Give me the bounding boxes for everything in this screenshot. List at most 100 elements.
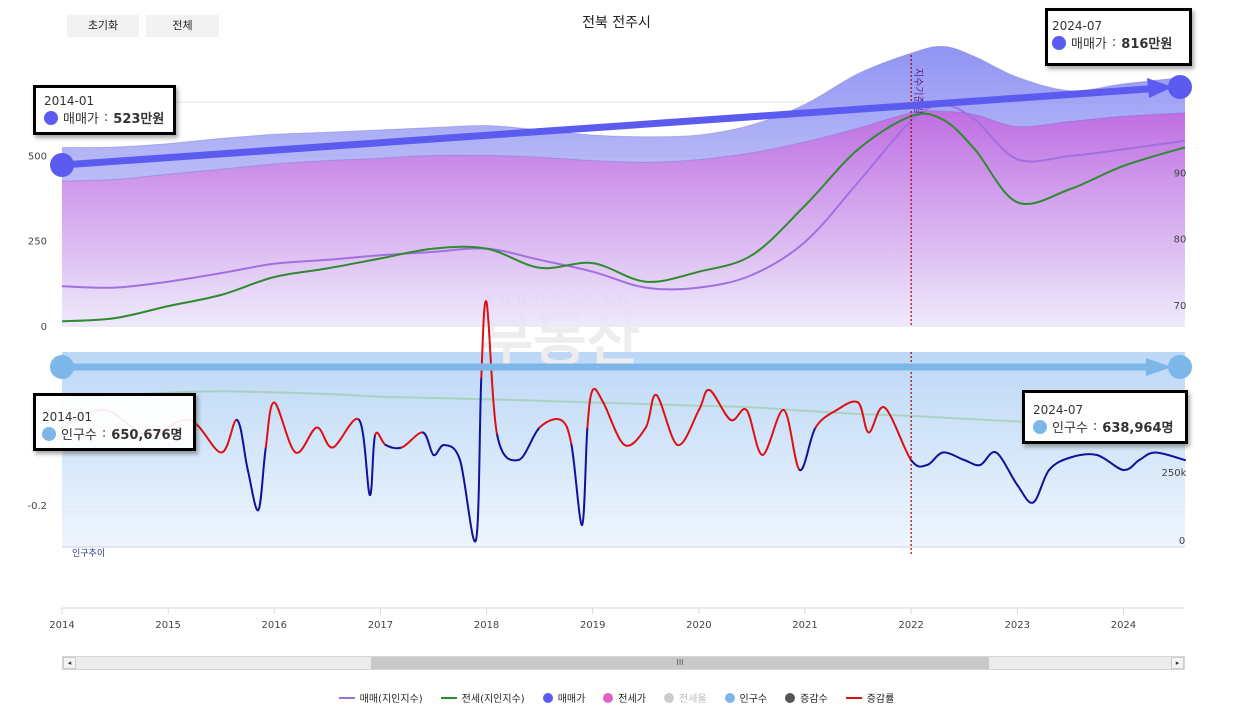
x-tick-label: 2019 xyxy=(580,620,605,631)
callout-value: 650,676명 xyxy=(111,428,183,443)
population-panel-label: 인구추이 xyxy=(72,548,105,559)
legend-item[interactable]: 전세율 xyxy=(663,690,707,705)
callout-label: 매매가 xyxy=(1071,37,1107,52)
chart-title: 전북 전주시 xyxy=(582,15,651,31)
price-start-marker xyxy=(50,153,74,177)
series-dot-icon xyxy=(42,426,56,441)
reset-button[interactable]: 초기화 xyxy=(67,15,139,37)
change-rate-segment xyxy=(814,409,838,429)
x-tick-label: 2024 xyxy=(1111,620,1136,631)
all-range-button[interactable]: 전체 xyxy=(146,15,219,37)
change-rate-segment xyxy=(1016,484,1035,504)
legend-label: 증감률 xyxy=(866,694,895,705)
callout-value: 523만원 xyxy=(113,112,165,127)
change-rate-segment xyxy=(374,431,387,446)
callout-date: 2014-01 xyxy=(44,94,95,108)
legend-label: 전세가 xyxy=(618,694,646,705)
population-start-marker xyxy=(50,355,74,379)
change-rate-segment xyxy=(676,409,700,446)
series-dot-icon xyxy=(1033,419,1047,434)
change-rate-segment xyxy=(368,434,377,497)
change-rate-segment xyxy=(655,394,679,446)
change-rate-segment xyxy=(581,426,589,526)
callout-value: 638,964명 xyxy=(1102,421,1174,436)
legend-dot-icon xyxy=(785,692,796,703)
x-tick-label: 2015 xyxy=(155,620,180,631)
change-rate-segment xyxy=(1069,453,1098,459)
legend-line-icon xyxy=(338,696,355,699)
callout-pop-start: 2014-01 인구수: 650,676명 xyxy=(33,393,196,451)
x-tick-label: 2023 xyxy=(1005,620,1030,631)
change-rate-segment xyxy=(432,444,446,457)
scroll-right-arrow-icon[interactable]: ▸ xyxy=(1171,657,1184,669)
change-rate-segment xyxy=(315,426,334,449)
series-dot-icon xyxy=(44,110,58,125)
change-rate-segment xyxy=(910,459,929,468)
change-rate-segment xyxy=(926,451,944,466)
change-rate-segment xyxy=(358,419,371,496)
right-tick-label: 90 xyxy=(1174,168,1187,179)
legend-label: 매매가 xyxy=(557,694,586,705)
change-rate-segment xyxy=(384,444,403,450)
legend-item[interactable]: 증감수 xyxy=(785,690,828,705)
change-rate-segment xyxy=(400,431,424,449)
legend-item[interactable]: 전세(지인지수) xyxy=(440,690,525,705)
x-tick-label: 2021 xyxy=(792,620,817,631)
change-rate-segment xyxy=(761,408,785,456)
legend-item[interactable]: 매매가 xyxy=(542,690,586,705)
legend-dot-icon xyxy=(724,692,735,703)
legend-label: 전세(지인지수) xyxy=(461,694,525,705)
callout-date: 2024-07 xyxy=(1052,19,1103,33)
jeonse-price-area xyxy=(62,110,1185,326)
legend-label: 매매(지인지수) xyxy=(359,694,423,705)
callout-date: 2024-07 xyxy=(1033,403,1084,417)
callout-pop-end: 2024-07 인구수: 638,964명 xyxy=(1022,390,1188,444)
change-rate-segment xyxy=(538,418,562,429)
change-rate-segment xyxy=(570,444,584,527)
change-rate-segment xyxy=(1032,469,1051,504)
callout-value: 816만원 xyxy=(1121,37,1173,52)
price-arrow-head xyxy=(1147,78,1173,98)
callout-label: 인구수 xyxy=(61,428,97,443)
change-rate-segment xyxy=(798,426,817,472)
legend-item[interactable]: 증감률 xyxy=(845,690,895,705)
scroll-thumb[interactable]: III xyxy=(371,657,989,669)
series-dot-icon xyxy=(1052,35,1066,50)
legend-item[interactable]: 매매(지인지수) xyxy=(338,690,423,705)
change-rate-segment xyxy=(591,387,605,404)
range-scrollbar[interactable]: ◂ III ▸ xyxy=(62,656,1185,670)
change-rate-segment xyxy=(995,451,1019,486)
population-area xyxy=(62,352,1185,547)
legend-dot-icon xyxy=(663,692,674,703)
jeonse-index-line xyxy=(61,112,1186,323)
legend: 매매(지인지수) 전세(지인지수) 매매가 전세가 전세율 인구수 증감수 증감률 xyxy=(0,690,1233,705)
change-rate-segment xyxy=(1048,456,1072,471)
callout-date: 2014-01 xyxy=(42,410,93,424)
x-tick-label: 2018 xyxy=(474,620,499,631)
legend-dot-icon xyxy=(542,692,553,703)
change-rate-segment xyxy=(459,459,477,543)
change-rate-segment xyxy=(220,418,239,454)
price-arrow-line xyxy=(61,85,1156,169)
legend-item[interactable]: 인구수 xyxy=(724,690,768,705)
legend-item[interactable]: 전세가 xyxy=(603,690,646,705)
callout-label: 인구수 xyxy=(1052,421,1088,436)
population-arrow-head xyxy=(1146,358,1172,376)
x-tick-label: 2016 xyxy=(262,620,287,631)
change-rate-segment xyxy=(264,401,276,449)
change-rate-segment xyxy=(745,409,764,456)
sale-price-area-edge xyxy=(61,45,1186,149)
change-rate-segment xyxy=(623,426,647,447)
change-rate-segment xyxy=(644,394,658,429)
scroll-left-arrow-icon[interactable]: ◂ xyxy=(63,657,76,669)
left-tick-label: 500 xyxy=(28,151,47,162)
change-rate-segment xyxy=(857,401,870,434)
legend-label: 인구수 xyxy=(739,694,768,705)
change-rate-segment xyxy=(485,301,499,436)
population-end-marker xyxy=(1168,355,1192,379)
x-tick-label: 2020 xyxy=(686,620,711,631)
change-rate-segment xyxy=(835,400,860,411)
change-rate-segment xyxy=(602,401,626,446)
change-rate-segment xyxy=(708,389,732,421)
